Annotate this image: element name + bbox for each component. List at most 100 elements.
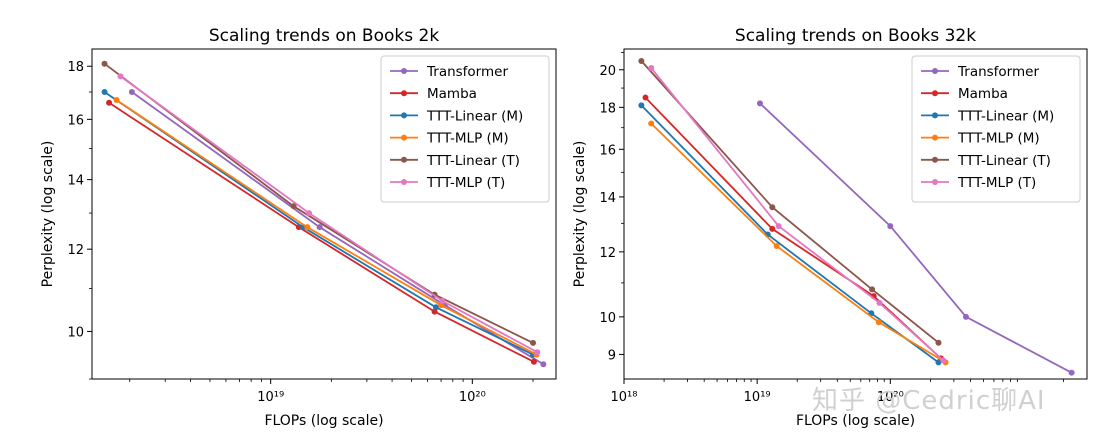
y-tick-label: 9 [608,348,616,363]
legend-label: Transformer [957,64,1039,80]
data-point [304,224,311,231]
data-point [875,319,882,326]
legend-label: TTT-MLP (M) [957,131,1040,147]
y-tick-label: 12 [67,243,84,258]
data-point [648,64,655,71]
data-point [887,223,894,230]
data-point [648,120,655,127]
data-point [962,313,969,320]
legend-label: TTT-MLP (T) [426,175,505,191]
y-tick-label: 14 [67,174,84,189]
x-tick-label: 10¹⁹ [744,390,771,405]
legend-swatch-marker [401,90,407,97]
legend-label: TTT-Linear (M) [957,108,1054,124]
series-mamba [106,99,537,365]
data-point [113,97,120,104]
y-axis-label: Perplexity (log scale) [40,141,56,288]
chart-title: Scaling trends on Books 2k [209,26,440,46]
data-point [306,210,313,217]
data-point [106,99,113,106]
legend-swatch-marker [932,90,938,97]
y-tick-label: 18 [67,60,84,75]
series-ttt-mlp-m [648,120,949,366]
data-point [530,358,537,365]
y-tick-label: 14 [599,191,616,206]
legend-label: Mamba [958,86,1008,102]
data-point [773,242,780,249]
series-ttt-linear-m [101,89,537,358]
data-point [769,204,776,211]
x-tick-label: 10²⁰ [459,390,486,405]
legend-box [380,55,550,203]
legend: Transformer Mamba TTT-Linear (M) TTT-MLP (M… [911,55,1081,203]
legend-swatch-marker [932,179,938,185]
legend-swatch-marker [932,156,938,163]
y-tick-label: 10 [599,311,616,326]
legend-swatch-marker [401,156,407,163]
data-point [316,224,323,231]
watermark: 知乎 @Cedric聊AI [812,386,1046,416]
legend-swatch-marker [932,68,938,74]
data-point [638,57,645,64]
series-ttt-mlp-t [117,73,541,356]
data-point [101,89,108,96]
series-line [103,91,534,356]
data-point [756,100,763,107]
data-point [117,73,124,80]
series-ttt-linear-t [638,57,942,346]
chart-panel-2: Scaling trends on Books 32k 10¹⁸ 10¹⁹ 10²⁰ 9… [572,26,1088,429]
data-point [638,102,645,109]
data-point [530,339,537,346]
legend-swatch-marker [932,112,938,119]
data-point [935,339,942,346]
y-tick-label: 16 [599,143,616,158]
x-axis-label: FLOPs (log scale) [796,413,915,429]
data-point [642,94,649,101]
series-line [116,99,537,356]
data-point [432,304,439,311]
data-point [869,286,876,293]
data-point [1068,369,1075,376]
legend-swatch-marker [401,179,407,185]
series-line [759,102,1073,374]
series-line [119,75,538,353]
series-transformer [756,100,1075,376]
data-point [439,297,446,304]
x-axis-label: FLOPs (log scale) [264,413,383,429]
data-point [935,359,942,366]
plot-frame [91,48,557,380]
y-axis-label: Perplexity (log scale) [572,141,588,288]
legend-label: Transformer [426,64,508,80]
legend-label: TTT-Linear (T) [426,153,520,169]
legend-swatch-marker [932,134,938,141]
x-tick-label: 10¹⁹ [257,390,284,405]
data-point [775,223,782,230]
legend-label: TTT-Linear (T) [957,153,1051,169]
data-point [128,89,135,96]
x-tick-label: 10²⁰ [877,390,904,405]
y-tick-label: 16 [67,113,84,128]
legend-box [911,55,1081,203]
data-point [540,361,547,368]
data-point [101,60,108,67]
series-line [650,67,944,362]
legend-label: TTT-MLP (T) [957,175,1036,191]
y-tick-label: 10 [67,325,84,340]
series-ttt-mlp-t [648,64,947,364]
legend-swatch-marker [401,134,407,141]
data-point [769,225,776,232]
series-line [108,102,535,363]
legend-label: TTT-Linear (M) [426,108,523,124]
plot-frame [623,48,1088,380]
legend-swatch-marker [401,68,407,74]
legend-label: TTT-MLP (M) [426,131,509,147]
x-tick-label: 10¹⁸ [611,390,638,405]
chart-panel-1: Scaling trends on Books 2k 10¹⁹ 10²⁰ 10 12 14… [40,26,557,429]
y-tick-label: 20 [599,64,616,79]
data-point [940,357,947,364]
legend-swatch-marker [401,112,407,119]
legend-label: Mamba [427,86,477,102]
data-point [876,299,883,306]
chart-title: Scaling trends on Books 32k [735,26,976,46]
